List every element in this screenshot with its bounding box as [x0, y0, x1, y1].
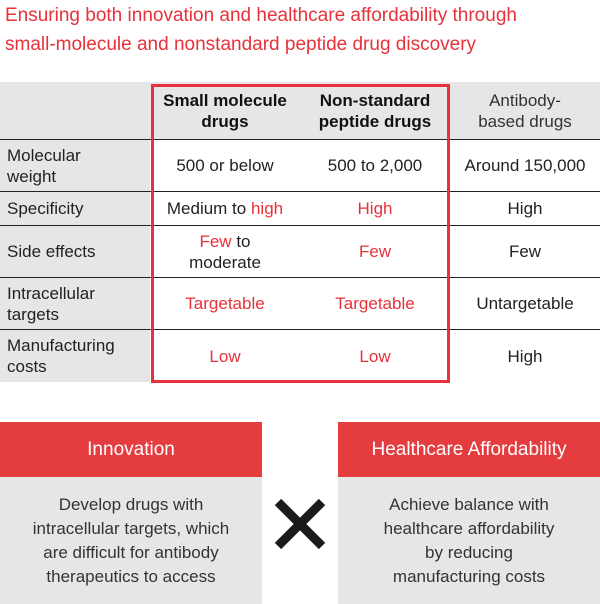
cell-intra-antibody: Untargetable [476, 294, 574, 313]
row-label-manufacturing-costs: Manufacturing costs [0, 330, 150, 382]
cell-side-peptide: Few [358, 242, 392, 261]
affordability-box: Healthcare Affordability Achieve balance… [338, 422, 600, 604]
header-small-molecule: Small molecule drugs [163, 90, 287, 131]
cell-spec-small: Medium to high [166, 199, 284, 218]
cell-intra-small: Targetable [185, 294, 265, 313]
row-label-intracellular-targets: Intracellular targets [0, 278, 150, 329]
page-title: Ensuring both innovation and healthcare … [5, 1, 595, 59]
cell-manu-peptide: Low [359, 346, 391, 366]
table-row: Manufacturing costs Low Low High [0, 330, 600, 382]
affordability-heading: Healthcare Affordability [338, 422, 600, 477]
title-line-1: Ensuring both innovation and healthcare … [5, 5, 517, 26]
table-row: Intracellular targets Targetable Targetab… [0, 278, 600, 330]
multiply-icon [270, 494, 330, 554]
innovation-heading: Innovation [0, 422, 262, 477]
innovation-description: Develop drugs with intracellular targets… [0, 477, 262, 604]
header-empty-cell [0, 82, 150, 139]
table-header-row: Small molecule drugs Non-standard peptide … [0, 82, 600, 140]
cell-spec-antibody: High [507, 199, 543, 218]
innovation-box: Innovation Develop drugs with intracellu… [0, 422, 262, 604]
cell-spec-peptide: High [357, 199, 393, 218]
cell-side-antibody: Few [508, 242, 542, 261]
row-label-molecular-weight: Molecular weight [0, 140, 150, 191]
cell-side-small: Few to moderate [189, 231, 261, 272]
table-row: Side effects Few to moderate Few Few [0, 226, 600, 278]
cell-mw-small: 500 or below [176, 156, 274, 175]
cell-mw-peptide: 500 to 2,000 [327, 156, 423, 175]
cell-mw-antibody: Around 150,000 [464, 156, 586, 175]
header-antibody: Antibody-based drugs [478, 90, 572, 131]
row-label-specificity: Specificity [0, 192, 150, 225]
table-row: Molecular weight 500 or below 500 to 2,00… [0, 140, 600, 192]
cell-manu-antibody: High [507, 346, 543, 366]
cell-manu-small: Low [209, 346, 241, 366]
header-peptide: Non-standard peptide drugs [318, 90, 432, 131]
title-line-2: small-molecule and nonstandard peptide d… [5, 34, 477, 55]
row-label-side-effects: Side effects [0, 226, 150, 277]
table-row: Specificity Medium to high High High [0, 192, 600, 226]
cell-intra-peptide: Targetable [335, 294, 415, 313]
affordability-description: Achieve balance with healthcare affordab… [338, 477, 600, 604]
